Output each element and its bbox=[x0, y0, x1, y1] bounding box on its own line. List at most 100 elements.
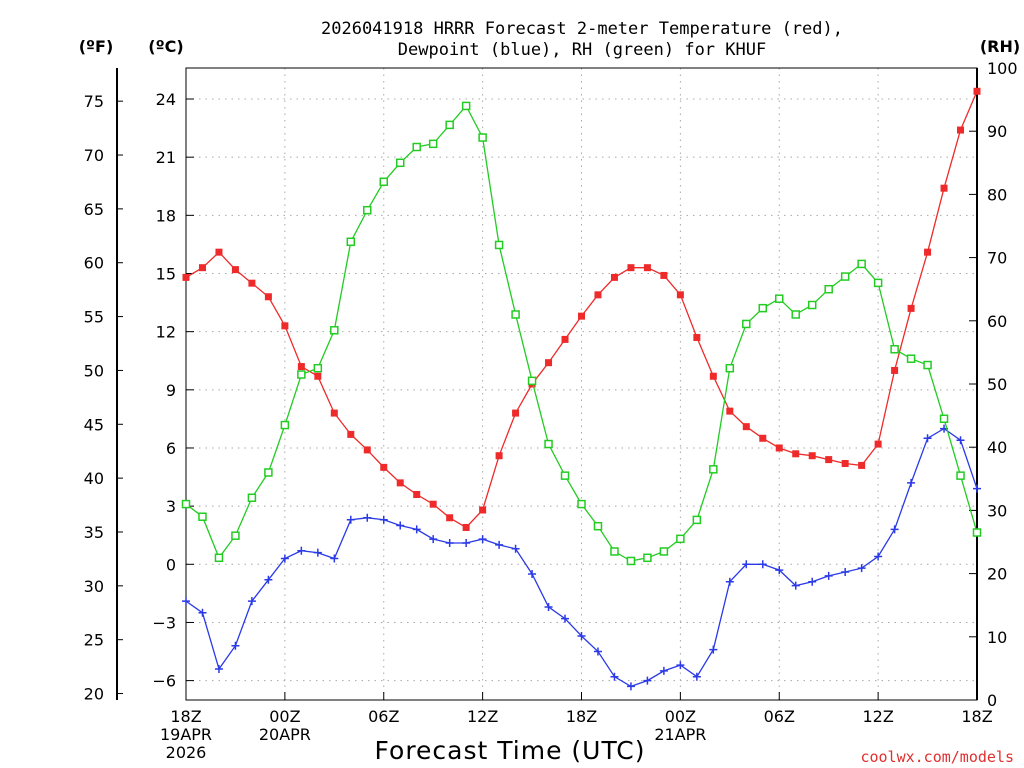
fahrenheit-tick-label: 75 bbox=[84, 92, 104, 111]
celsius-tick-label: 9 bbox=[166, 381, 176, 400]
data-point-2-meter-temperature bbox=[924, 248, 932, 256]
celsius-tick-label: −3 bbox=[152, 613, 176, 632]
data-point-dewpoint bbox=[593, 647, 602, 656]
data-point-2-meter-temperature bbox=[578, 312, 585, 320]
rh-tick-label: 10 bbox=[987, 628, 1007, 647]
data-point-rh bbox=[264, 468, 273, 477]
data-point-rh bbox=[181, 499, 191, 509]
time-tick-label: 12Z bbox=[862, 707, 893, 726]
data-point-rh bbox=[659, 547, 669, 556]
data-point-rh bbox=[198, 512, 207, 521]
data-point-2-meter-temperature bbox=[660, 271, 668, 279]
data-point-dewpoint bbox=[363, 513, 372, 522]
data-point-2-meter-temperature bbox=[940, 184, 948, 192]
data-point-2-meter-temperature bbox=[907, 304, 915, 312]
data-point-dewpoint bbox=[412, 525, 421, 534]
data-point-dewpoint bbox=[528, 569, 537, 578]
series-line-rh bbox=[185, 104, 978, 562]
axes bbox=[116, 67, 978, 701]
data-point-rh bbox=[461, 101, 471, 111]
data-point-2-meter-temperature bbox=[792, 450, 800, 458]
data-point-rh bbox=[610, 547, 619, 556]
data-point-dewpoint bbox=[775, 566, 784, 575]
fahrenheit-tick-label: 65 bbox=[84, 200, 104, 219]
data-point-2-meter-temperature bbox=[215, 248, 223, 256]
data-point-dewpoint bbox=[577, 632, 586, 641]
data-point-2-meter-temperature bbox=[643, 264, 651, 272]
fahrenheit-tick-label: 25 bbox=[84, 631, 104, 650]
data-point-2-meter-temperature bbox=[429, 500, 437, 508]
data-point-2-meter-temperature bbox=[957, 126, 965, 134]
data-point-rh bbox=[363, 205, 372, 215]
data-point-2-meter-temperature bbox=[363, 446, 371, 454]
rh-tick-label: 80 bbox=[987, 185, 1007, 204]
data-point-rh bbox=[676, 534, 685, 544]
data-point-2-meter-temperature bbox=[858, 461, 866, 469]
data-point-rh bbox=[527, 376, 537, 386]
data-point-2-meter-temperature bbox=[545, 359, 553, 367]
fahrenheit-tick-label: 70 bbox=[84, 146, 104, 165]
data-point-2-meter-temperature bbox=[709, 372, 717, 380]
data-point-2-meter-temperature bbox=[775, 444, 783, 452]
fahrenheit-tick-label: 20 bbox=[84, 685, 104, 704]
rh-tick-label: 40 bbox=[987, 438, 1007, 457]
data-point-rh bbox=[857, 259, 866, 269]
data-point-rh bbox=[214, 553, 224, 563]
data-point-2-meter-temperature bbox=[462, 523, 470, 531]
celsius-tick-label: 3 bbox=[166, 497, 176, 516]
data-point-2-meter-temperature bbox=[413, 491, 421, 499]
data-point-rh bbox=[577, 499, 586, 509]
data-point-dewpoint bbox=[280, 554, 289, 563]
data-series bbox=[181, 87, 982, 691]
celsius-tick-label: 15 bbox=[156, 264, 176, 283]
data-point-2-meter-temperature bbox=[495, 452, 503, 460]
data-point-rh bbox=[511, 310, 520, 319]
data-point-dewpoint bbox=[973, 484, 981, 493]
data-point-dewpoint bbox=[725, 577, 734, 586]
tick-labels: −6 −3 0 3 6 9 12 15 18 21 24 20 25 30 35 40 45 50 55 60 65 70… bbox=[84, 59, 1018, 762]
data-point-rh bbox=[428, 139, 438, 149]
data-point-rh bbox=[445, 120, 454, 130]
data-point-2-meter-temperature bbox=[693, 333, 701, 341]
data-point-dewpoint bbox=[659, 666, 668, 675]
celsius-unit-label: (ºC) bbox=[148, 37, 183, 56]
data-point-dewpoint bbox=[198, 608, 207, 617]
time-tick-label: 18Z bbox=[961, 707, 992, 726]
rh-tick-label: 20 bbox=[987, 565, 1007, 584]
data-point-rh bbox=[395, 158, 405, 168]
data-point-rh bbox=[709, 465, 718, 474]
data-point-rh bbox=[280, 420, 290, 430]
data-point-2-meter-temperature bbox=[594, 291, 602, 299]
data-point-2-meter-temperature bbox=[198, 264, 206, 272]
data-point-rh bbox=[560, 471, 570, 480]
data-point-2-meter-temperature bbox=[396, 479, 404, 487]
data-point-2-meter-temperature bbox=[347, 430, 355, 438]
data-point-2-meter-temperature bbox=[891, 366, 899, 374]
time-tick-label: 06Z bbox=[368, 707, 399, 726]
fahrenheit-tick-label: 60 bbox=[84, 254, 104, 273]
data-point-rh bbox=[247, 493, 257, 503]
data-point-dewpoint bbox=[396, 521, 405, 530]
data-point-rh bbox=[494, 240, 504, 250]
data-point-rh bbox=[775, 294, 784, 303]
data-point-dewpoint bbox=[313, 548, 322, 557]
data-point-rh bbox=[873, 278, 883, 288]
data-point-dewpoint bbox=[874, 552, 883, 561]
time-tick-label: 18Z bbox=[566, 707, 597, 726]
rh-tick-label: 50 bbox=[987, 375, 1007, 394]
fahrenheit-tick-label: 45 bbox=[84, 415, 104, 434]
data-point-rh bbox=[346, 237, 356, 247]
data-point-dewpoint bbox=[478, 535, 487, 544]
data-point-2-meter-temperature bbox=[380, 463, 388, 471]
data-point-2-meter-temperature bbox=[182, 273, 190, 281]
grid-lines bbox=[186, 68, 977, 700]
data-point-dewpoint bbox=[561, 614, 570, 623]
time-tick-label: 00Z bbox=[665, 707, 696, 726]
data-point-rh bbox=[807, 300, 817, 310]
x-axis-label: Forecast Time (UTC) bbox=[375, 736, 646, 765]
time-tick-label: 19APR bbox=[160, 725, 212, 744]
data-point-dewpoint bbox=[429, 535, 438, 544]
data-point-dewpoint bbox=[214, 664, 223, 673]
data-point-2-meter-temperature bbox=[281, 322, 289, 330]
time-tick-label: 12Z bbox=[467, 707, 498, 726]
